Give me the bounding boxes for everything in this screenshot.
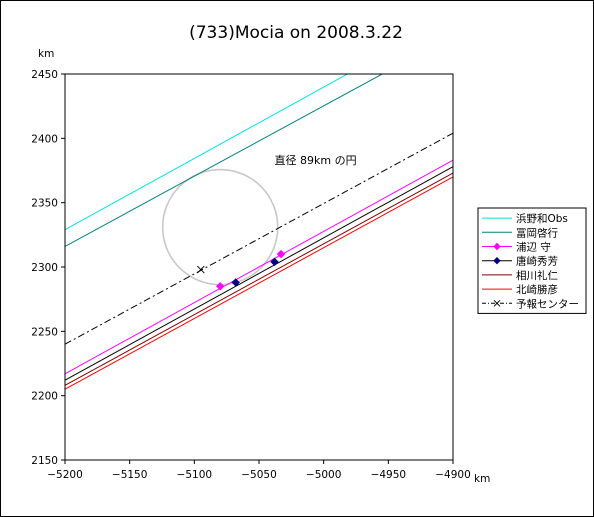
series-6-marker-0 xyxy=(196,265,205,274)
series-3-marker-1 xyxy=(270,257,279,267)
series-line-5 xyxy=(65,176,453,390)
series-2-marker-0 xyxy=(215,282,225,291)
y-axis-unit: km xyxy=(38,48,54,60)
x-tick-label-5: −4950 xyxy=(371,469,407,481)
x-tick-label-2: −5100 xyxy=(177,469,213,481)
x-tick-label-0: −5200 xyxy=(47,469,83,481)
legend-label-5: 北崎勝彦 xyxy=(516,283,558,296)
series-line-2 xyxy=(65,159,453,375)
legend-marker-6 xyxy=(493,299,501,307)
legend-label-6: 予報センター xyxy=(516,298,579,310)
x-axis-unit: km xyxy=(474,473,490,485)
legend-label-2: 浦辺 守 xyxy=(516,241,551,254)
series-line-6 xyxy=(65,132,453,345)
y-tick-label-4: 2350 xyxy=(31,198,58,210)
x-tick-label-4: −5000 xyxy=(306,469,342,481)
legend-marker-3 xyxy=(493,256,501,265)
y-tick-label-1: 2200 xyxy=(31,391,58,403)
y-tick-label-6: 2450 xyxy=(31,69,58,81)
legend-label-1: 冨岡啓行 xyxy=(516,226,558,239)
x-tick-label-3: −5050 xyxy=(241,469,277,481)
legend-label-0: 浜野和Obs xyxy=(516,213,568,225)
series-line-4 xyxy=(65,172,453,386)
y-tick-label-5: 2400 xyxy=(31,133,58,145)
plot-content xyxy=(65,74,453,390)
series-line-0 xyxy=(65,74,349,231)
y-tick-label-3: 2300 xyxy=(31,262,58,274)
legend-label-3: 唐崎秀芳 xyxy=(516,255,558,268)
series-6-marker-0-b xyxy=(196,265,205,274)
series-2-marker-1 xyxy=(276,249,286,259)
y-tick-label-0: 2150 xyxy=(31,455,58,467)
legend-marker-2 xyxy=(493,242,501,251)
x-tick-label-6: −4900 xyxy=(435,469,471,481)
circle-annotation: 直径 89km の円 xyxy=(275,153,357,167)
x-tick-label-1: −5150 xyxy=(112,469,148,481)
legend-label-4: 相川礼仁 xyxy=(516,269,558,282)
legend-marker-6-b xyxy=(493,299,501,307)
chart-title: (733)Mocia on 2008.3.22 xyxy=(189,23,403,43)
series-line-3 xyxy=(65,166,453,381)
y-tick-label-2: 2250 xyxy=(31,326,58,338)
series-3-marker-0 xyxy=(231,278,240,287)
series-line-1 xyxy=(65,74,384,247)
